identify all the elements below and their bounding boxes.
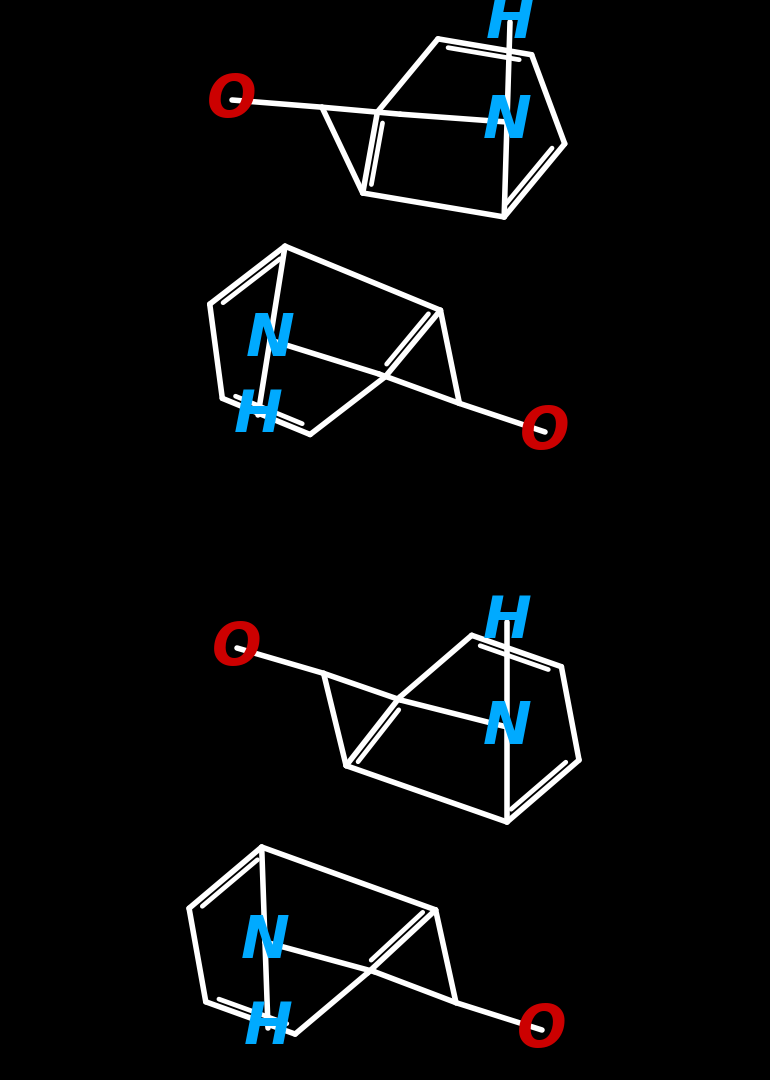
Text: N: N <box>483 699 531 756</box>
Text: H: H <box>483 594 531 650</box>
Text: O: O <box>517 1001 567 1058</box>
Text: N: N <box>483 94 531 150</box>
Text: N: N <box>246 311 294 368</box>
Text: O: O <box>207 71 257 129</box>
Text: H: H <box>243 999 293 1056</box>
Text: N: N <box>240 914 290 971</box>
Text: O: O <box>213 620 262 676</box>
Text: H: H <box>233 387 283 444</box>
Text: H: H <box>486 0 534 51</box>
Text: O: O <box>521 404 570 460</box>
